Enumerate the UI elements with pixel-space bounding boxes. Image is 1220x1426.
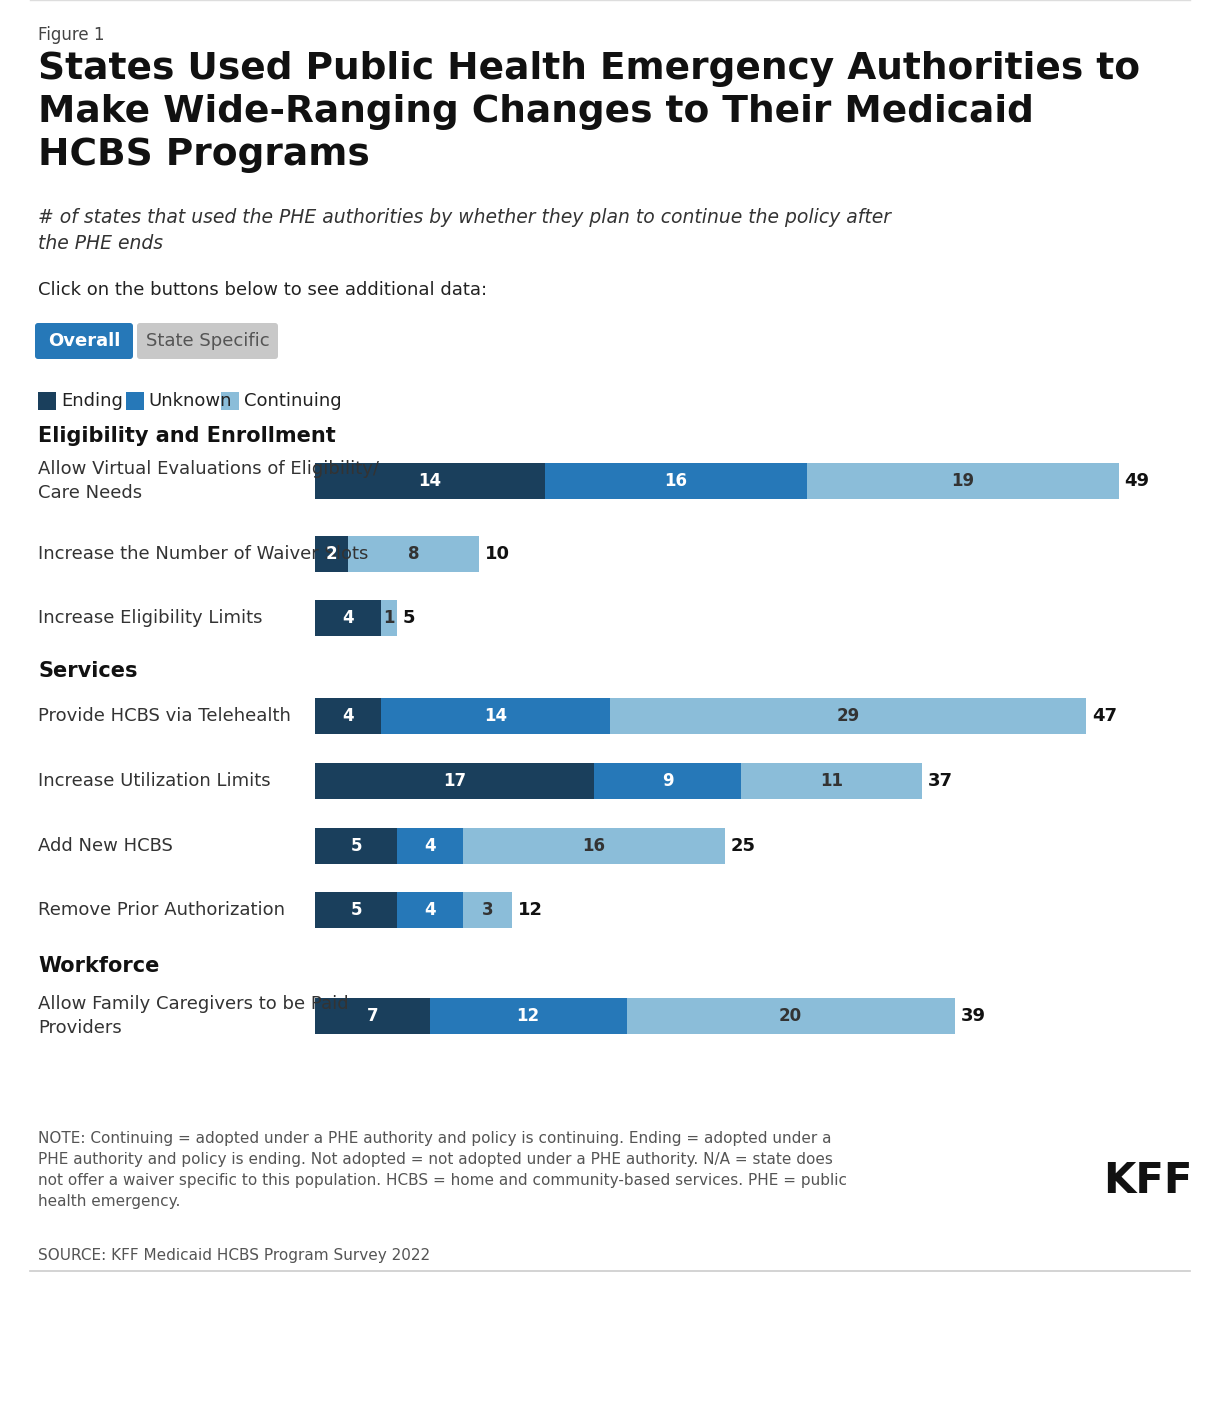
- Text: SOURCE: KFF Medicaid HCBS Program Survey 2022: SOURCE: KFF Medicaid HCBS Program Survey…: [38, 1248, 431, 1263]
- Text: Eligibility and Enrollment: Eligibility and Enrollment: [38, 426, 336, 446]
- Text: Figure 1: Figure 1: [38, 26, 105, 44]
- Bar: [627, 998, 954, 1034]
- Bar: [126, 392, 144, 411]
- Text: 7: 7: [366, 1007, 378, 1025]
- Text: States Used Public Health Emergency Authorities to
Make Wide-Ranging Changes to : States Used Public Health Emergency Auth…: [38, 51, 1141, 173]
- Text: 10: 10: [486, 545, 510, 563]
- Text: 49: 49: [1125, 472, 1149, 491]
- Text: Remove Prior Authorization: Remove Prior Authorization: [38, 901, 285, 918]
- Text: 12: 12: [516, 1007, 539, 1025]
- Text: 47: 47: [1092, 707, 1116, 724]
- Text: Click on the buttons below to see additional data:: Click on the buttons below to see additi…: [38, 281, 487, 299]
- Text: # of states that used the PHE authorities by whether they plan to continue the p: # of states that used the PHE authoritie…: [38, 208, 891, 252]
- Text: 4: 4: [342, 609, 354, 627]
- Text: Services: Services: [38, 662, 138, 682]
- Text: Increase Eligibility Limits: Increase Eligibility Limits: [38, 609, 262, 627]
- Text: 4: 4: [425, 837, 436, 856]
- Text: Provide HCBS via Telehealth: Provide HCBS via Telehealth: [38, 707, 290, 724]
- Text: 5: 5: [350, 837, 362, 856]
- Text: 25: 25: [731, 837, 756, 856]
- Text: 14: 14: [418, 472, 442, 491]
- Bar: [742, 763, 922, 799]
- Bar: [315, 600, 381, 636]
- Text: 19: 19: [952, 472, 975, 491]
- Bar: [462, 829, 725, 864]
- Text: 1: 1: [383, 609, 394, 627]
- Text: State Specific: State Specific: [145, 332, 270, 349]
- Text: 9: 9: [661, 771, 673, 790]
- Text: 16: 16: [665, 472, 687, 491]
- Text: 8: 8: [407, 545, 420, 563]
- Text: 11: 11: [820, 771, 843, 790]
- FancyBboxPatch shape: [35, 324, 133, 359]
- Bar: [315, 697, 381, 734]
- Bar: [315, 536, 348, 572]
- Text: 29: 29: [837, 707, 860, 724]
- Text: Allow Family Caregivers to be Paid
Providers: Allow Family Caregivers to be Paid Provi…: [38, 995, 349, 1037]
- Text: 3: 3: [482, 901, 493, 918]
- Text: Continuing: Continuing: [244, 392, 342, 411]
- Bar: [396, 893, 462, 928]
- Text: 12: 12: [517, 901, 543, 918]
- Bar: [38, 392, 56, 411]
- Bar: [315, 463, 544, 499]
- Bar: [610, 697, 1086, 734]
- Bar: [462, 893, 512, 928]
- Text: 2: 2: [326, 545, 337, 563]
- Text: Allow Virtual Evaluations of Eligibility/
Care Needs: Allow Virtual Evaluations of Eligibility…: [38, 461, 379, 502]
- Text: 17: 17: [443, 771, 466, 790]
- Bar: [381, 600, 396, 636]
- Bar: [221, 392, 239, 411]
- Text: 4: 4: [342, 707, 354, 724]
- Text: Unknown: Unknown: [149, 392, 232, 411]
- Text: 37: 37: [927, 771, 953, 790]
- Bar: [315, 829, 396, 864]
- Bar: [396, 829, 462, 864]
- Text: Overall: Overall: [48, 332, 121, 349]
- Bar: [806, 463, 1119, 499]
- Text: Add New HCBS: Add New HCBS: [38, 837, 173, 856]
- FancyBboxPatch shape: [137, 324, 278, 359]
- Text: Increase the Number of Waiver Slots: Increase the Number of Waiver Slots: [38, 545, 368, 563]
- Text: 39: 39: [960, 1007, 986, 1025]
- Bar: [315, 763, 594, 799]
- Bar: [381, 697, 610, 734]
- Bar: [315, 893, 396, 928]
- Text: 4: 4: [425, 901, 436, 918]
- Text: 16: 16: [582, 837, 605, 856]
- Text: Increase Utilization Limits: Increase Utilization Limits: [38, 771, 271, 790]
- Text: 20: 20: [780, 1007, 803, 1025]
- Text: Workforce: Workforce: [38, 955, 160, 975]
- Text: NOTE: Continuing = adopted under a PHE authority and policy is continuing. Endin: NOTE: Continuing = adopted under a PHE a…: [38, 1131, 847, 1209]
- Text: 14: 14: [484, 707, 508, 724]
- Text: Ending: Ending: [61, 392, 123, 411]
- Bar: [348, 536, 479, 572]
- Bar: [315, 998, 429, 1034]
- Bar: [594, 763, 742, 799]
- Bar: [544, 463, 806, 499]
- Text: 5: 5: [403, 609, 416, 627]
- Text: KFF: KFF: [1103, 1159, 1193, 1202]
- Bar: [429, 998, 627, 1034]
- Text: 5: 5: [350, 901, 362, 918]
